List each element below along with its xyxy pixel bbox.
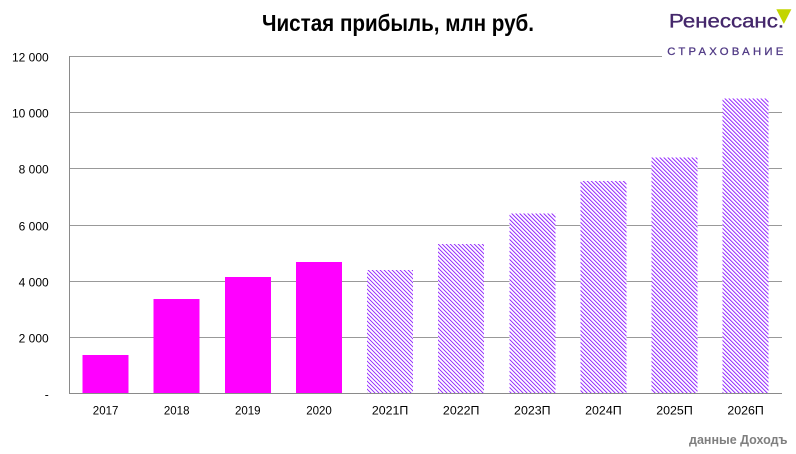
svg-text:10 000: 10 000	[12, 107, 49, 121]
svg-text:2019: 2019	[235, 406, 261, 418]
svg-text:2025П: 2025П	[656, 406, 693, 418]
svg-text:-: -	[45, 388, 49, 402]
svg-text:2022П: 2022П	[443, 406, 480, 418]
svg-text:2018: 2018	[164, 406, 190, 418]
svg-text:Чистая прибыль, млн руб.: Чистая прибыль, млн руб.	[262, 10, 534, 36]
svg-text:2023П: 2023П	[514, 406, 551, 418]
svg-text:4 000: 4 000	[19, 276, 49, 290]
svg-text:2 000: 2 000	[19, 332, 49, 346]
svg-text:Ренессанс.: Ренессанс.	[669, 11, 784, 33]
svg-text:2020: 2020	[306, 406, 332, 418]
svg-text:12 000: 12 000	[12, 51, 49, 65]
svg-text:СТРАХОВАНИЕ: СТРАХОВАНИЕ	[667, 46, 783, 58]
svg-text:2024П: 2024П	[585, 406, 622, 418]
svg-text:8 000: 8 000	[19, 163, 49, 177]
svg-text:2021П: 2021П	[372, 406, 409, 418]
svg-text:данные Доходъ: данные Доходъ	[689, 433, 787, 447]
svg-text:2026П: 2026П	[727, 406, 764, 418]
svg-text:2017: 2017	[93, 406, 119, 418]
svg-text:6 000: 6 000	[19, 220, 49, 234]
